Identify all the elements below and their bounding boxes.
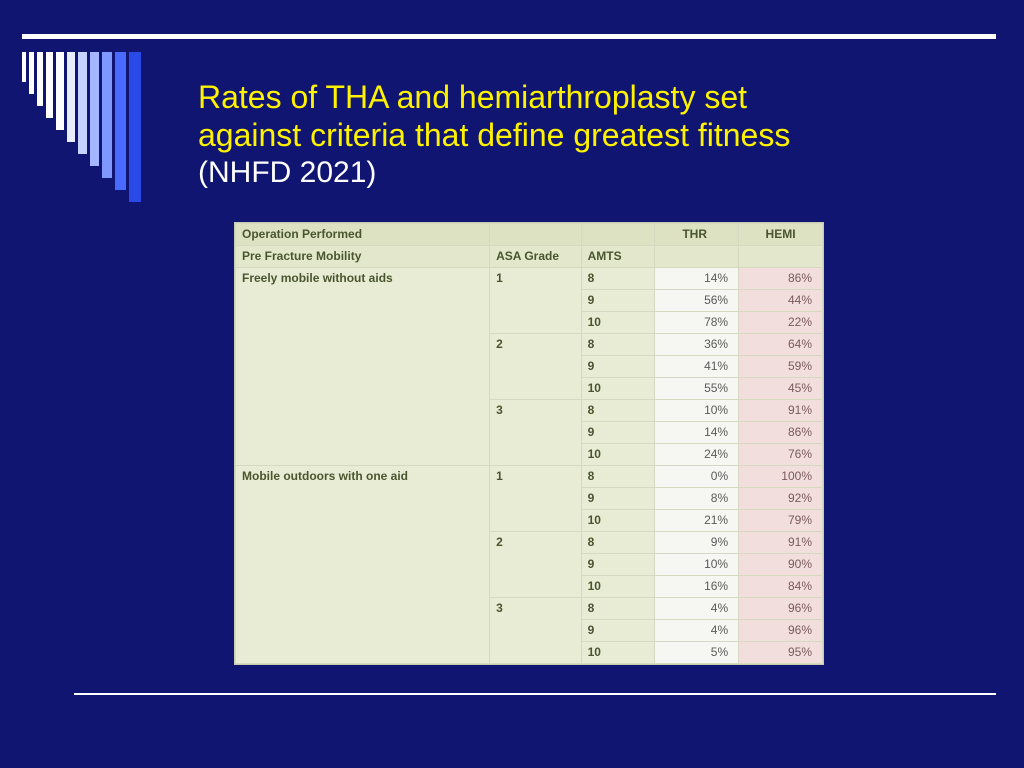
asa-cell: 1: [490, 268, 581, 334]
amts-cell: 10: [581, 378, 655, 400]
thr-cell: 5%: [655, 642, 739, 664]
thr-cell: 8%: [655, 488, 739, 510]
thr-cell: 24%: [655, 444, 739, 466]
barcode-bar: [46, 52, 53, 118]
hemi-cell: 44%: [739, 290, 823, 312]
hemi-cell: 92%: [739, 488, 823, 510]
header-amts: AMTS: [581, 246, 655, 268]
amts-cell: 8: [581, 598, 655, 620]
thr-cell: 9%: [655, 532, 739, 554]
hemi-cell: 64%: [739, 334, 823, 356]
slide-title-block: Rates of THA and hemiarthroplasty set ag…: [198, 78, 938, 191]
hemi-cell: 79%: [739, 510, 823, 532]
title-line-1: Rates of THA and hemiarthroplasty set: [198, 79, 747, 115]
hemi-cell: 76%: [739, 444, 823, 466]
thr-cell: 0%: [655, 466, 739, 488]
barcode-bar: [129, 52, 141, 202]
table-row: Freely mobile without aids1814%86%: [236, 268, 823, 290]
title-line-2: against criteria that define greatest fi…: [198, 117, 790, 153]
amts-cell: 10: [581, 576, 655, 598]
amts-cell: 8: [581, 400, 655, 422]
hemi-cell: 91%: [739, 400, 823, 422]
bottom-horizontal-rule: [74, 693, 996, 695]
thr-cell: 4%: [655, 598, 739, 620]
asa-cell: 2: [490, 334, 581, 400]
hemi-cell: 84%: [739, 576, 823, 598]
header-mobility: Pre Fracture Mobility: [236, 246, 490, 268]
thr-cell: 10%: [655, 554, 739, 576]
mobility-cell: Freely mobile without aids: [236, 268, 490, 466]
amts-cell: 9: [581, 554, 655, 576]
header-hemi: HEMI: [739, 224, 823, 246]
barcode-bar: [22, 52, 26, 82]
hemi-cell: 91%: [739, 532, 823, 554]
thr-cell: 78%: [655, 312, 739, 334]
barcode-bar: [56, 52, 64, 130]
barcode-bar: [102, 52, 112, 178]
hemi-cell: 90%: [739, 554, 823, 576]
hemi-cell: 100%: [739, 466, 823, 488]
mobility-cell: Mobile outdoors with one aid: [236, 466, 490, 664]
amts-cell: 9: [581, 620, 655, 642]
barcode-bar: [115, 52, 126, 190]
header-thr: THR: [655, 224, 739, 246]
amts-cell: 9: [581, 422, 655, 444]
table-row: Mobile outdoors with one aid180%100%: [236, 466, 823, 488]
thr-cell: 55%: [655, 378, 739, 400]
amts-cell: 9: [581, 290, 655, 312]
thr-cell: 21%: [655, 510, 739, 532]
barcode-bar: [37, 52, 43, 106]
decorative-barcode-icon: [22, 52, 141, 202]
asa-cell: 3: [490, 400, 581, 466]
thr-cell: 56%: [655, 290, 739, 312]
barcode-bar: [90, 52, 99, 166]
amts-cell: 10: [581, 312, 655, 334]
asa-cell: 2: [490, 532, 581, 598]
amts-cell: 9: [581, 488, 655, 510]
header-operation: Operation Performed: [236, 224, 490, 246]
data-table: Operation Performed THRHEMI Pre Fracture M…: [234, 222, 824, 665]
amts-cell: 8: [581, 334, 655, 356]
amts-cell: 10: [581, 510, 655, 532]
barcode-bar: [67, 52, 75, 142]
thr-cell: 10%: [655, 400, 739, 422]
amts-cell: 10: [581, 642, 655, 664]
thr-cell: 16%: [655, 576, 739, 598]
amts-cell: 8: [581, 268, 655, 290]
barcode-bar: [78, 52, 87, 154]
hemi-cell: 22%: [739, 312, 823, 334]
hemi-cell: 95%: [739, 642, 823, 664]
hemi-cell: 96%: [739, 598, 823, 620]
header-asa: ASA Grade: [490, 246, 581, 268]
hemi-cell: 59%: [739, 356, 823, 378]
thr-cell: 36%: [655, 334, 739, 356]
asa-cell: 1: [490, 466, 581, 532]
asa-cell: 3: [490, 598, 581, 664]
thr-cell: 14%: [655, 422, 739, 444]
hemi-cell: 96%: [739, 620, 823, 642]
hemi-cell: 45%: [739, 378, 823, 400]
amts-cell: 8: [581, 532, 655, 554]
thr-cell: 4%: [655, 620, 739, 642]
amts-cell: 10: [581, 444, 655, 466]
amts-cell: 8: [581, 466, 655, 488]
amts-cell: 9: [581, 356, 655, 378]
top-horizontal-rule: [22, 34, 996, 39]
hemi-cell: 86%: [739, 268, 823, 290]
hemi-cell: 86%: [739, 422, 823, 444]
barcode-bar: [29, 52, 34, 94]
title-subtitle: (NHFD 2021): [198, 156, 376, 189]
thr-cell: 41%: [655, 356, 739, 378]
thr-cell: 14%: [655, 268, 739, 290]
